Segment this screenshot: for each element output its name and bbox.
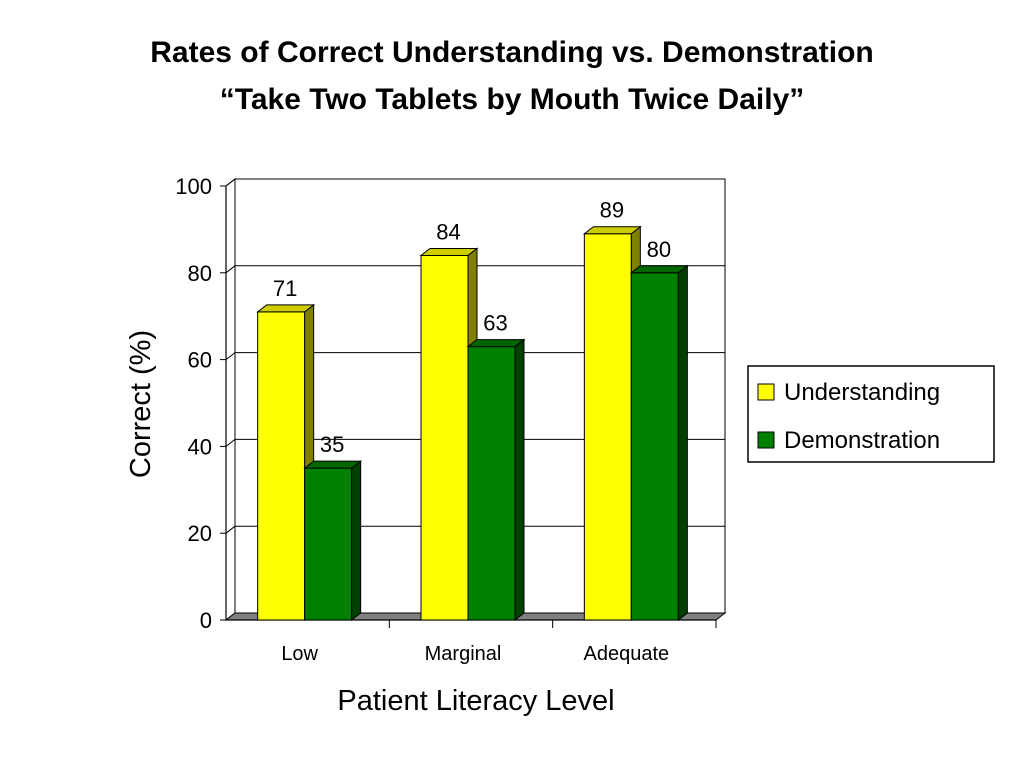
x-tick-label: Low xyxy=(281,643,318,665)
bar-understanding-low xyxy=(257,311,306,621)
y-tick-label: 20 xyxy=(188,521,212,546)
bar-side xyxy=(351,460,362,622)
bar-demonstration-low xyxy=(304,467,353,621)
bar-top xyxy=(256,304,316,313)
bar-understanding-marginal xyxy=(420,254,469,621)
legend-label-understanding: Understanding xyxy=(784,379,940,406)
bar-demonstration-adequate xyxy=(630,272,679,621)
bar-demonstration-marginal xyxy=(467,346,516,621)
gridline-side xyxy=(225,525,236,534)
data-label: 63 xyxy=(483,311,507,336)
bar-side xyxy=(677,264,688,622)
y-tick-label: 100 xyxy=(175,174,212,199)
chart-subtitle: “Take Two Tablets by Mouth Twice Daily” xyxy=(219,83,805,116)
bar-top xyxy=(303,460,363,469)
chart-title: Rates of Correct Understanding vs. Demon… xyxy=(150,36,874,69)
bar-top xyxy=(629,265,689,274)
data-label: 89 xyxy=(600,198,624,223)
legend-swatch-understanding xyxy=(757,383,775,401)
bar-top xyxy=(582,226,642,235)
gridline-side xyxy=(225,439,236,447)
y-axis-label: Correct (%) xyxy=(125,330,157,478)
bar-side xyxy=(514,338,525,622)
legend-label-demonstration: Demonstration xyxy=(784,427,940,454)
bar-top xyxy=(419,247,479,256)
plot-side-wall xyxy=(225,177,236,622)
legend-swatch-demonstration xyxy=(757,431,775,449)
data-label: 35 xyxy=(320,432,344,457)
x-axis-label: Patient Literacy Level xyxy=(337,685,614,717)
legend: Understanding Demonstration xyxy=(747,365,995,463)
x-tick-label: Marginal xyxy=(425,643,502,665)
y-tick-label: 60 xyxy=(188,348,212,373)
data-label: 80 xyxy=(647,237,671,262)
y-tick-label: 80 xyxy=(188,261,212,286)
gridline-side xyxy=(225,178,236,187)
y-tick-label: 0 xyxy=(200,608,212,633)
legend-box xyxy=(747,365,995,463)
bar-understanding-adequate xyxy=(583,233,632,621)
gridline-side xyxy=(225,352,236,360)
bar-top xyxy=(466,339,526,348)
x-tick-label: Adequate xyxy=(584,643,670,665)
data-label: 71 xyxy=(273,276,297,301)
data-label: 84 xyxy=(436,219,460,244)
gridline-side xyxy=(225,265,236,274)
y-tick-label: 40 xyxy=(188,434,212,459)
plot-area: 0 20 40 60 80 100 71 35 Low 84 63 Marginal 89 80 Adequ… xyxy=(175,174,727,665)
